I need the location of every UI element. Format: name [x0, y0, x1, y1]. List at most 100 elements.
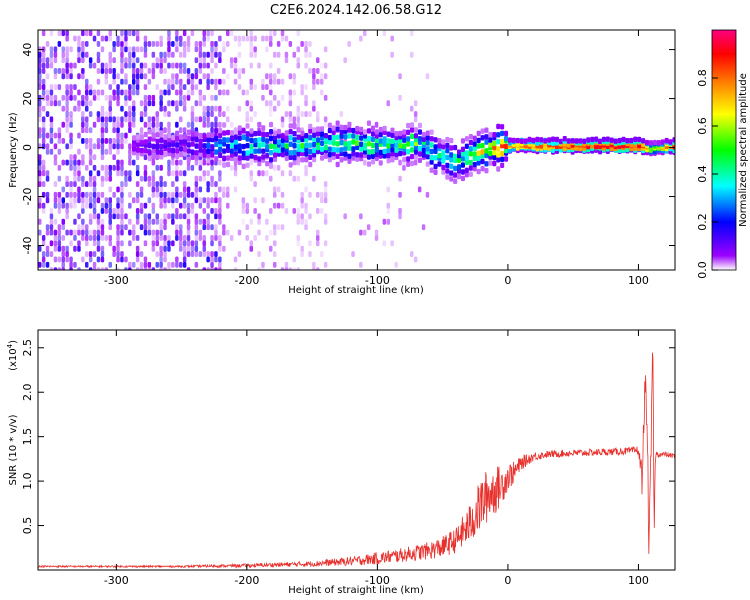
- spectrogram-noise-cell: [163, 105, 167, 112]
- spectrogram-noise-cell: [128, 89, 132, 96]
- spectrogram-noise-cell: [41, 84, 46, 90]
- spectrogram-ridge-cell: [159, 154, 164, 160]
- spectrogram-ridge-cell: [218, 139, 223, 145]
- spectrogram-ridge-cell: [652, 139, 657, 146]
- spectrogram-noise-cell: [38, 143, 42, 150]
- spectrogram-ridge-cell: [202, 148, 207, 154]
- spectrogram-ridge-cell: [453, 172, 458, 178]
- spectrogram-noise-cell: [269, 35, 273, 42]
- spectrogram-ridge-cell: [273, 138, 278, 145]
- spectrogram-noise-cell: [96, 191, 101, 198]
- spectrogram-ridge-cell: [280, 147, 285, 153]
- spectrogram-noise-cell: [151, 62, 156, 69]
- spectrogram-noise-cell: [112, 251, 116, 257]
- spectrogram-noise-cell: [85, 30, 89, 37]
- spectrogram-noise-cell: [61, 68, 65, 74]
- spectrogram-noise-cell: [167, 213, 171, 220]
- spectrogram-ridge-cell: [190, 131, 195, 137]
- spectrogram-noise-cell: [85, 235, 89, 241]
- spectrogram-noise-cell: [45, 191, 50, 198]
- spectrogram-noise-cell: [253, 35, 257, 42]
- spectrogram-ridge-cell: [179, 139, 184, 145]
- spectrogram-ridge-cell: [457, 168, 462, 174]
- spectrogram-ridge-cell: [159, 143, 164, 150]
- spectrogram-noise-cell: [214, 181, 218, 187]
- spectrogram-ridge-cell: [574, 138, 579, 144]
- spectrogram-noise-cell: [124, 181, 128, 187]
- spectrogram-noise-cell: [190, 240, 195, 247]
- spectrogram-noise-cell: [241, 208, 246, 214]
- spectrogram-noise-cell: [233, 57, 238, 64]
- spectrogram-noise-cell: [363, 229, 367, 236]
- spectrogram-ridge-cell: [214, 156, 219, 162]
- spectrogram-noise-cell: [190, 105, 195, 112]
- spectrogram-noise-cell: [108, 100, 112, 107]
- spectrogram-noise-cell: [347, 41, 351, 47]
- spectrogram-noise-cell: [186, 186, 191, 193]
- spectrogram-noise-cell: [245, 116, 249, 123]
- spectrogram-noise-cell: [308, 251, 312, 257]
- spectrogram-noise-cell: [49, 57, 54, 64]
- spectrogram-ridge-cell: [135, 134, 140, 140]
- spectrogram-noise-cell: [206, 267, 210, 270]
- spectrogram-noise-cell: [96, 256, 101, 263]
- spectrogram-noise-cell: [38, 68, 42, 74]
- spectrogram-noise-cell: [38, 84, 42, 90]
- spectrogram-noise-cell: [57, 197, 62, 204]
- spectrogram-noise-cell: [194, 84, 199, 90]
- x-tick-label: 0: [504, 574, 511, 587]
- spectrogram-noise-cell: [167, 191, 171, 198]
- spectrogram-noise-cell: [171, 197, 175, 204]
- spectrogram-noise-cell: [155, 62, 159, 69]
- spectrogram-ridge-cell: [370, 125, 375, 131]
- spectrogram-noise-cell: [124, 132, 128, 139]
- spectrogram-noise-cell: [222, 191, 226, 198]
- spectrogram-noise-cell: [65, 208, 69, 214]
- spectrogram-noise-cell: [53, 73, 58, 80]
- spectrogram-ridge-cell: [288, 154, 293, 160]
- spectrogram-noise-cell: [151, 159, 156, 166]
- spectrogram-noise-cell: [214, 46, 218, 53]
- spectrogram-noise-cell: [104, 116, 109, 123]
- spectrogram-noise-cell: [69, 116, 73, 123]
- spectrogram-noise-cell: [182, 240, 187, 247]
- spectrogram-noise-cell: [100, 224, 105, 231]
- spectrogram-noise-cell: [73, 62, 77, 69]
- spectrogram-noise-cell: [53, 202, 58, 209]
- spectrogram-noise-cell: [194, 224, 199, 231]
- spectrogram-noise-cell: [413, 100, 418, 107]
- spectrogram-noise-cell: [128, 62, 132, 69]
- spectrogram-noise-cell: [81, 159, 85, 166]
- spectrogram-noise-cell: [147, 181, 152, 187]
- spectrogram-noise-cell: [186, 235, 191, 241]
- spectrogram-noise-cell: [139, 224, 144, 231]
- spectrogram-noise-cell: [139, 251, 144, 257]
- spectrogram-noise-cell: [65, 35, 69, 42]
- spectrogram-noise-cell: [77, 175, 81, 182]
- spectrogram-noise-cell: [171, 181, 175, 187]
- spectrogram-ridge-cell: [190, 141, 195, 147]
- spectrogram-ridge-cell: [374, 151, 379, 158]
- spectrogram-ridge-cell: [374, 137, 379, 143]
- spectrogram-noise-cell: [343, 213, 347, 220]
- spectrogram-noise-cell: [96, 30, 101, 37]
- spectrogram-ridge-cell: [507, 137, 512, 143]
- spectrogram-noise-cell: [280, 224, 285, 231]
- spectrogram-noise-cell: [226, 116, 230, 123]
- spectrogram-noise-cell: [218, 245, 222, 252]
- spectrogram-noise-cell: [182, 261, 187, 268]
- spectrogram-noise-cell: [202, 57, 206, 64]
- spectrogram-noise-cell: [300, 218, 304, 225]
- spectrogram-noise-cell: [61, 51, 65, 58]
- spectrogram-ridge-cell: [273, 143, 278, 149]
- spectrogram-noise-cell: [108, 116, 112, 123]
- spectrogram-ridge-cell: [257, 121, 262, 128]
- spectrogram-noise-cell: [77, 186, 81, 193]
- spectrogram-noise-cell: [202, 240, 206, 247]
- spectrogram-ridge-cell: [366, 161, 371, 167]
- spectrogram-noise-cell: [261, 261, 265, 268]
- spectrogram-noise-cell: [249, 78, 253, 85]
- spectrogram-ridge-cell: [645, 139, 650, 146]
- spectrogram-noise-cell: [112, 138, 116, 144]
- spectrogram-ridge-cell: [245, 143, 250, 149]
